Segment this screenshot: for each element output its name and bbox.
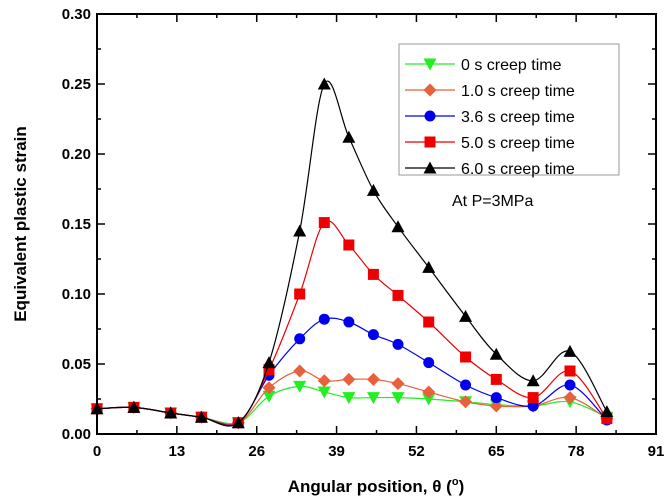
data-point	[294, 333, 306, 345]
data-point	[262, 381, 276, 395]
legend-marker	[423, 83, 437, 97]
data-point	[262, 356, 276, 369]
data-point	[527, 400, 539, 412]
legend-label: 6.0 s creep time	[461, 161, 575, 178]
data-point	[422, 393, 436, 406]
data-point	[422, 385, 436, 399]
plot-frame	[96, 13, 657, 435]
data-point	[127, 400, 141, 413]
data-point	[317, 77, 331, 90]
data-point	[392, 338, 404, 350]
x-tick-label: 91	[648, 443, 665, 460]
data-point	[564, 365, 576, 377]
data-point	[423, 316, 435, 328]
data-point	[194, 410, 208, 423]
data-point	[527, 392, 539, 404]
y-tick-label: 0.05	[62, 356, 91, 373]
data-point	[526, 374, 540, 387]
data-point	[318, 217, 330, 229]
data-point	[366, 392, 380, 405]
data-point	[459, 309, 473, 322]
data-point	[317, 386, 331, 399]
data-point	[343, 316, 355, 328]
x-tick-label: 65	[488, 443, 505, 460]
data-point	[342, 392, 356, 405]
x-tick-label: 13	[169, 443, 186, 460]
data-point	[490, 392, 502, 404]
data-point	[366, 372, 380, 386]
data-point	[293, 364, 307, 378]
data-point	[342, 130, 356, 143]
legend-label: 3.6 s creep time	[461, 109, 575, 126]
data-point	[422, 260, 436, 273]
legend-marker	[424, 136, 436, 148]
legend-marker	[423, 161, 437, 174]
data-point	[391, 392, 405, 405]
series-6-0-s-creep-time	[90, 77, 614, 429]
data-point	[489, 347, 503, 360]
data-point	[392, 289, 404, 301]
data-point	[263, 364, 275, 376]
x-tick-label: 39	[328, 443, 345, 460]
x-tick-label: 26	[248, 443, 265, 460]
data-point	[294, 288, 306, 300]
legend-box	[398, 43, 620, 176]
data-point	[563, 344, 577, 357]
legend-label: 5.0 s creep time	[461, 135, 575, 152]
data-point	[318, 313, 330, 325]
x-tick-label: 0	[93, 443, 101, 460]
legend-marker	[424, 110, 436, 122]
y-axis-label: Equivalent plastic strain	[11, 126, 30, 322]
data-point	[601, 413, 613, 425]
x-tick-label: 78	[568, 443, 585, 460]
data-point	[423, 357, 435, 369]
x-tick-label: 52	[408, 443, 425, 460]
legend-label: 0 s creep time	[461, 57, 562, 74]
data-point	[489, 399, 503, 413]
y-tick-label: 0.10	[62, 286, 91, 303]
data-point	[391, 377, 405, 391]
data-point	[293, 380, 307, 393]
data-point	[460, 379, 472, 391]
data-point	[459, 395, 473, 409]
data-point	[600, 405, 614, 418]
y-tick-label: 0.30	[62, 6, 91, 23]
y-tick-label: 0.20	[62, 146, 91, 163]
data-point	[490, 373, 502, 385]
annotation: At P=3MPa	[452, 193, 533, 210]
data-point	[262, 390, 276, 403]
x-axis-label: Angular position, θ (o)	[288, 476, 464, 496]
data-point	[391, 220, 405, 233]
data-point	[293, 224, 307, 237]
y-tick-label: 0.25	[62, 76, 91, 93]
data-point	[231, 416, 245, 429]
data-point	[164, 406, 178, 419]
data-point	[343, 239, 355, 251]
data-point	[366, 183, 380, 196]
tick-labels: 0 13 26 39 52 65 78 91 0.00 0.05 0.10 0.15 0.20 0.25 0…	[62, 6, 665, 460]
data-point	[563, 391, 577, 405]
data-point	[342, 372, 356, 386]
data-point	[367, 329, 379, 341]
data-point	[367, 268, 379, 280]
data-point	[460, 351, 472, 363]
y-tick-label: 0.00	[62, 426, 91, 443]
y-tick-label: 0.15	[62, 216, 91, 233]
legend-label: 1.0 s creep time	[461, 83, 575, 100]
legend-marker	[423, 58, 437, 71]
data-point	[317, 374, 331, 388]
data-point	[564, 379, 576, 391]
series-layer	[90, 77, 614, 430]
legend: 0 s creep time 1.0 s creep time 3.6 s cree…	[398, 43, 620, 178]
